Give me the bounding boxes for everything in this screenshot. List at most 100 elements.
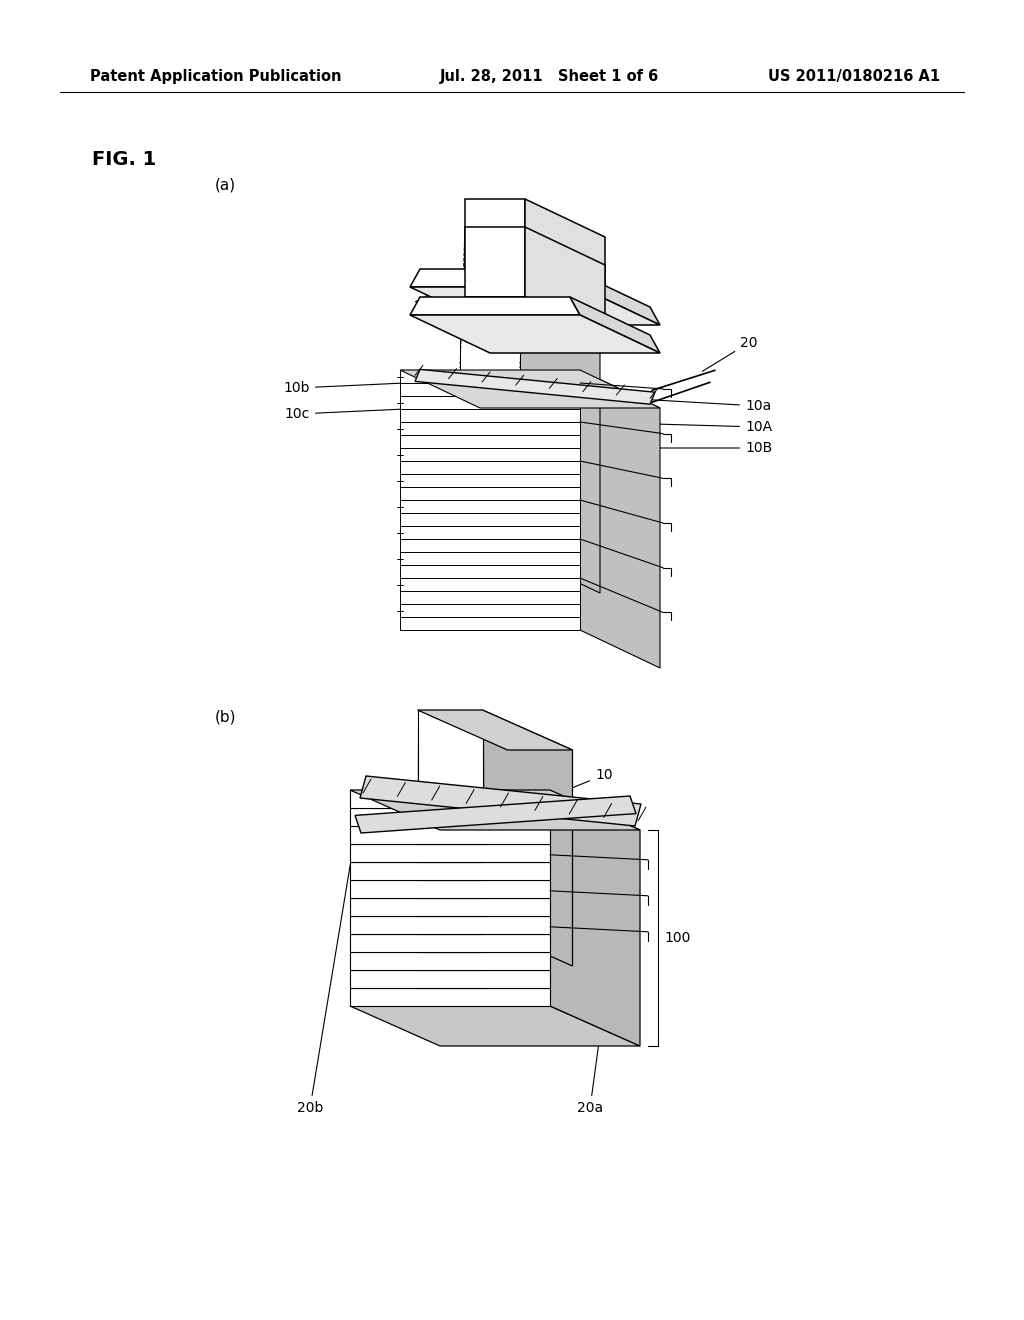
Polygon shape xyxy=(400,370,660,408)
Polygon shape xyxy=(460,503,520,578)
Polygon shape xyxy=(400,409,580,422)
Text: 10: 10 xyxy=(532,768,612,804)
Polygon shape xyxy=(350,862,550,880)
Text: 100: 100 xyxy=(664,931,690,945)
Polygon shape xyxy=(465,269,605,308)
Polygon shape xyxy=(410,269,580,286)
Polygon shape xyxy=(400,447,580,461)
Polygon shape xyxy=(460,334,520,409)
Polygon shape xyxy=(460,425,520,500)
Text: P: P xyxy=(483,253,494,271)
Polygon shape xyxy=(418,908,482,987)
Polygon shape xyxy=(350,898,550,916)
Text: 10a: 10a xyxy=(588,396,771,413)
Polygon shape xyxy=(465,227,525,297)
Polygon shape xyxy=(465,199,525,269)
Polygon shape xyxy=(418,873,482,952)
Polygon shape xyxy=(410,297,580,315)
Text: 20b: 20b xyxy=(297,821,357,1115)
Polygon shape xyxy=(460,294,520,370)
Polygon shape xyxy=(460,385,520,461)
Polygon shape xyxy=(400,461,580,474)
Polygon shape xyxy=(418,800,482,880)
Polygon shape xyxy=(400,500,580,513)
Text: 20: 20 xyxy=(467,752,532,804)
Polygon shape xyxy=(350,808,550,826)
Polygon shape xyxy=(400,474,580,487)
Polygon shape xyxy=(570,269,660,325)
Polygon shape xyxy=(350,916,550,935)
Text: 10B: 10B xyxy=(588,441,772,455)
Polygon shape xyxy=(460,516,520,591)
Polygon shape xyxy=(418,890,482,970)
Text: US 2011/0180216 A1: US 2011/0180216 A1 xyxy=(768,70,940,84)
Polygon shape xyxy=(400,383,580,396)
Polygon shape xyxy=(350,880,550,898)
Polygon shape xyxy=(400,565,580,578)
Polygon shape xyxy=(400,370,580,383)
Polygon shape xyxy=(400,578,580,591)
Polygon shape xyxy=(350,789,640,830)
Polygon shape xyxy=(460,374,520,447)
Text: 10A: 10A xyxy=(588,420,772,434)
Text: FIG. 1: FIG. 1 xyxy=(92,150,157,169)
Text: Patent Application Publication: Patent Application Publication xyxy=(90,70,341,84)
Polygon shape xyxy=(400,605,580,616)
Polygon shape xyxy=(460,543,520,616)
Polygon shape xyxy=(550,789,640,1045)
Polygon shape xyxy=(400,422,580,436)
Polygon shape xyxy=(350,987,550,1006)
Polygon shape xyxy=(460,465,520,539)
Polygon shape xyxy=(460,308,520,383)
Polygon shape xyxy=(580,370,660,668)
Polygon shape xyxy=(525,227,605,335)
Polygon shape xyxy=(410,286,660,325)
Polygon shape xyxy=(360,776,641,826)
Text: 10c: 10c xyxy=(285,407,402,421)
Polygon shape xyxy=(482,710,572,966)
Text: (a): (a) xyxy=(215,178,237,193)
Text: P: P xyxy=(483,587,494,605)
Polygon shape xyxy=(460,360,520,436)
Polygon shape xyxy=(460,490,520,565)
Polygon shape xyxy=(350,789,550,808)
Polygon shape xyxy=(400,552,580,565)
Polygon shape xyxy=(400,513,580,525)
Polygon shape xyxy=(460,412,520,487)
Polygon shape xyxy=(415,370,655,404)
Polygon shape xyxy=(418,710,482,789)
Polygon shape xyxy=(400,616,580,630)
Polygon shape xyxy=(460,438,520,513)
Polygon shape xyxy=(525,199,605,308)
Polygon shape xyxy=(350,843,550,862)
Polygon shape xyxy=(520,294,600,593)
Polygon shape xyxy=(355,796,636,833)
Text: 10: 10 xyxy=(520,249,538,300)
Polygon shape xyxy=(418,854,482,935)
Polygon shape xyxy=(418,781,482,862)
Polygon shape xyxy=(400,591,580,605)
Polygon shape xyxy=(400,525,580,539)
Polygon shape xyxy=(465,297,605,335)
Polygon shape xyxy=(418,746,482,826)
Polygon shape xyxy=(460,347,520,422)
Polygon shape xyxy=(350,1006,640,1045)
Polygon shape xyxy=(350,826,550,843)
Polygon shape xyxy=(418,836,482,916)
Text: 20a: 20a xyxy=(577,803,632,1115)
Polygon shape xyxy=(410,315,660,352)
Polygon shape xyxy=(418,818,482,898)
Polygon shape xyxy=(350,970,550,987)
Text: 10b: 10b xyxy=(284,381,402,395)
Polygon shape xyxy=(460,477,520,552)
Text: (b): (b) xyxy=(215,710,237,725)
Polygon shape xyxy=(400,539,580,552)
Polygon shape xyxy=(460,321,520,396)
Polygon shape xyxy=(350,935,550,952)
Polygon shape xyxy=(418,710,572,750)
Text: 20: 20 xyxy=(702,335,758,371)
Polygon shape xyxy=(418,729,482,808)
Polygon shape xyxy=(460,451,520,525)
Polygon shape xyxy=(570,297,660,352)
Polygon shape xyxy=(460,294,600,333)
